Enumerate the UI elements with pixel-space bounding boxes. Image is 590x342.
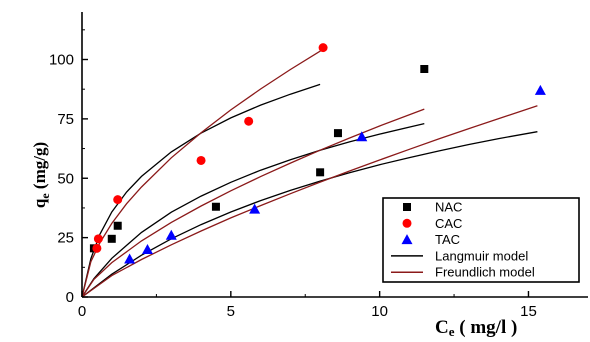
y-tick-label: 50 (57, 170, 74, 187)
cac-point (244, 117, 253, 126)
x-tick-label: 0 (78, 303, 86, 320)
x-tick-label: 15 (520, 303, 537, 320)
legend-label: Langmuir model (435, 248, 528, 263)
x-tick-label: 5 (227, 303, 235, 320)
cac-point (197, 156, 206, 165)
x-axis-title: Ce ( mg/l ) (435, 317, 517, 339)
legend-label: TAC (435, 232, 460, 247)
nac-point (420, 65, 428, 73)
y-tick-label: 75 (57, 111, 74, 128)
nac-point (334, 129, 342, 137)
cac-point (113, 195, 122, 204)
nac-point (316, 168, 324, 176)
y-tick-label: 25 (57, 230, 74, 247)
legend-marker-swatch (403, 203, 411, 211)
cac-point (92, 244, 101, 253)
y-tick-label: 0 (66, 289, 74, 306)
cac-point (94, 234, 103, 243)
y-tick-label: 100 (49, 52, 74, 69)
legend-label: Freundlich model (435, 265, 535, 280)
cac-point (319, 43, 328, 52)
legend-marker-swatch (403, 219, 412, 228)
nac-point (114, 222, 122, 230)
legend-label: NAC (435, 200, 462, 215)
x-tick-label: 10 (371, 303, 388, 320)
nac-point (212, 203, 220, 211)
nac-point (108, 235, 116, 243)
legend-label: CAC (435, 216, 462, 231)
